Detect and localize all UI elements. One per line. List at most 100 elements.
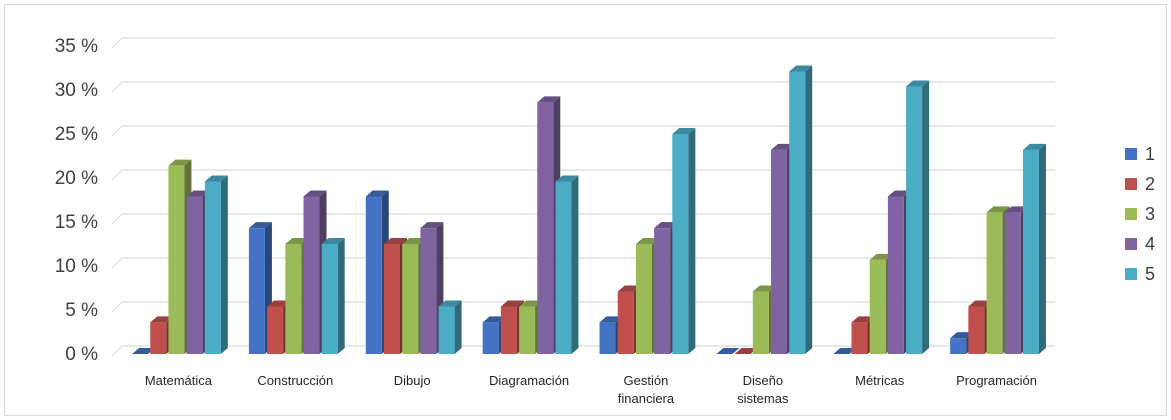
bar-top	[537, 96, 561, 103]
x-axis: Matemática Construcción Dibujo Diagramación…	[145, 373, 1037, 406]
bar-top	[1022, 143, 1046, 150]
bars	[132, 65, 1046, 355]
bar-front	[500, 306, 517, 354]
bar-side	[1038, 143, 1046, 354]
bar-front	[438, 306, 455, 354]
legend-label: 3	[1145, 204, 1155, 224]
bar-top	[599, 316, 623, 323]
bar-top	[672, 128, 696, 134]
bar-side	[337, 238, 345, 354]
bar-front	[285, 244, 302, 354]
bar-front	[168, 165, 185, 354]
bar-front	[555, 181, 572, 354]
gridline-depth	[111, 257, 123, 269]
bar-front	[482, 322, 499, 354]
bar-top	[950, 332, 974, 339]
x-tick-label: Programación	[956, 373, 1037, 388]
bar-top	[420, 222, 444, 229]
bar-top	[833, 348, 857, 354]
bar-top	[438, 300, 462, 307]
gridline-depth	[111, 125, 123, 137]
x-tick-label: Diseño	[743, 373, 783, 388]
bar-front	[420, 228, 437, 354]
y-tick-label: 15 %	[55, 212, 98, 233]
bar-front	[383, 244, 400, 354]
x-tick-label: Gestión	[624, 373, 669, 388]
bar-top	[267, 300, 291, 307]
legend-swatch	[1125, 208, 1137, 220]
bar-front	[752, 291, 769, 354]
bar-top	[402, 238, 426, 244]
bar-front	[186, 196, 203, 354]
bar-front	[887, 196, 904, 354]
y-axis: 0 % 5 % 10 % 15 % 20 % 25 % 30 % 35 %	[55, 36, 98, 365]
legend-swatch	[1125, 238, 1137, 250]
y-tick-label: 20 %	[55, 168, 98, 189]
bar-top	[248, 222, 272, 229]
y-tick-label: 25 %	[55, 124, 98, 145]
bar-front	[617, 291, 634, 354]
bar-front	[986, 212, 1003, 354]
bar-front	[402, 244, 419, 354]
bar-top	[716, 348, 740, 354]
y-tick-label: 0 %	[65, 344, 98, 365]
bar-front	[267, 306, 284, 354]
gridline-depth	[111, 169, 123, 181]
bar-1	[132, 348, 156, 354]
bar-top	[617, 285, 641, 292]
gridline-depth	[111, 81, 123, 93]
x-tick-label: Matemática	[145, 373, 213, 388]
bar-top	[204, 175, 228, 182]
bar-front	[150, 322, 167, 354]
x-tick-label: Diagramación	[489, 373, 569, 388]
bar-top	[482, 316, 506, 323]
bar-front	[950, 338, 967, 354]
bar-top	[789, 65, 813, 72]
bar-front	[672, 134, 689, 354]
legend-label: 4	[1145, 234, 1155, 254]
bar-top	[150, 316, 174, 323]
bar-front	[303, 196, 320, 354]
bar-top	[321, 238, 345, 244]
bar-front	[248, 228, 265, 354]
legend-label: 5	[1145, 264, 1155, 284]
x-tick-label: Métricas	[855, 373, 905, 388]
bar-5	[672, 128, 696, 354]
bar-side	[571, 175, 579, 354]
bar-top	[132, 348, 156, 354]
bar-1	[716, 348, 740, 354]
bar-side	[454, 300, 462, 354]
bar-front	[869, 259, 886, 354]
bar-front	[204, 181, 221, 354]
bar-front	[968, 306, 985, 354]
bar-side	[688, 128, 696, 354]
bar-front	[519, 306, 536, 354]
bar-top	[500, 300, 524, 307]
x-tick-label: sistemas	[737, 391, 789, 406]
gridline-depth	[111, 37, 123, 49]
x-tick-label: Dibujo	[394, 373, 431, 388]
bar-top	[1004, 206, 1028, 213]
y-tick-label: 30 %	[55, 80, 98, 101]
bar-front	[851, 322, 868, 354]
bar-top	[906, 80, 930, 87]
bar-1	[833, 348, 857, 354]
legend-label: 2	[1145, 174, 1155, 194]
bar-front	[635, 244, 652, 354]
gridline-depth	[111, 213, 123, 225]
y-tick-label: 5 %	[65, 300, 98, 321]
bar-front	[1004, 212, 1021, 354]
bar-front	[321, 244, 338, 354]
gridline-depth	[111, 345, 123, 357]
bar-top	[734, 348, 758, 354]
bar-top	[887, 190, 911, 197]
y-tick-label: 35 %	[55, 36, 98, 57]
bar-5	[555, 175, 579, 354]
x-tick-label: financiera	[618, 391, 675, 406]
bar-front	[654, 228, 671, 354]
bar-front	[537, 102, 554, 354]
bar-top	[968, 300, 992, 307]
bar-5	[906, 80, 930, 354]
bar-front	[789, 71, 806, 355]
bar-top	[869, 253, 893, 260]
